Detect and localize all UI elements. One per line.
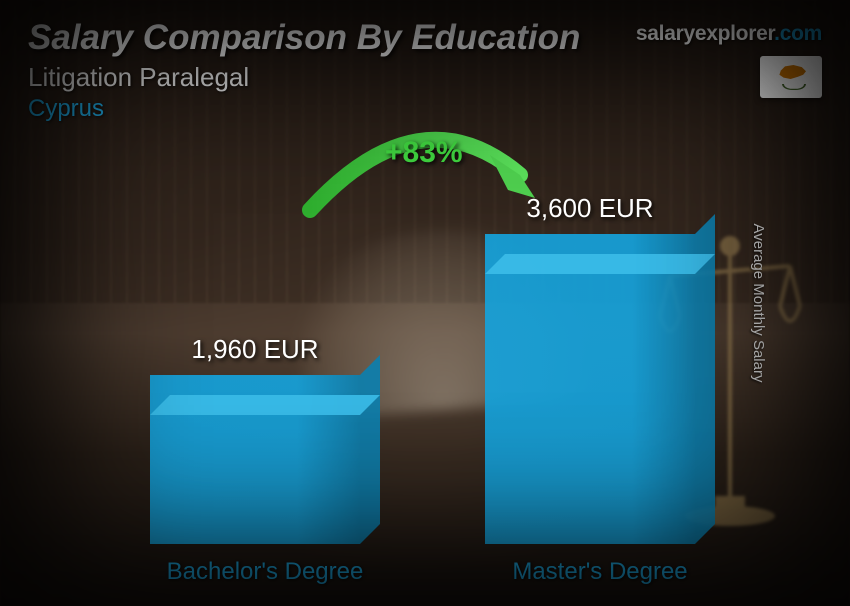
bar-category-label: Master's Degree — [470, 558, 730, 586]
brand-suffix: .com — [774, 22, 822, 45]
bar-shape — [150, 375, 360, 544]
cyprus-flag-icon — [760, 56, 822, 98]
chart-country: Cyprus — [28, 95, 822, 123]
bar-value-label: 3,600 EUR — [485, 193, 695, 224]
bar: 1,960 EUR — [150, 334, 360, 544]
bar: 3,600 EUR — [485, 193, 695, 544]
brand-block: salaryexplorer.com — [636, 22, 822, 98]
brand-prefix: salaryexplorer — [636, 22, 774, 45]
chart-area: +83% 1,960 EURBachelor's Degree3,600 EUR… — [60, 150, 770, 586]
bar-value-label: 1,960 EUR — [150, 334, 360, 365]
bar-shape — [485, 234, 695, 544]
brand-text: salaryexplorer.com — [636, 22, 822, 46]
percentage-increase: +83% — [385, 136, 463, 170]
bar-category-label: Bachelor's Degree — [135, 558, 395, 586]
